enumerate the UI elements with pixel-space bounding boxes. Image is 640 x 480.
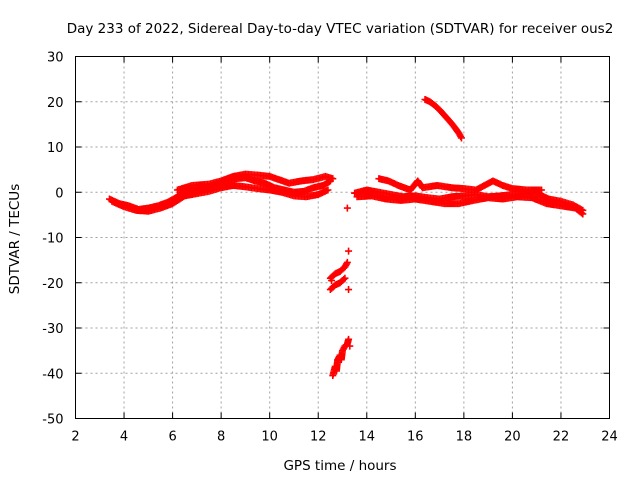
y-tick-label: 20 (47, 96, 64, 111)
y-tick-label: -30 (42, 322, 63, 337)
data-point (457, 134, 465, 142)
data-points (105, 95, 587, 380)
data-point (329, 175, 337, 183)
data-point (345, 247, 353, 255)
x-tick-label: 2 (71, 430, 79, 445)
series-drop-lower (326, 274, 349, 294)
x-axis-title: GPS time / hours (283, 458, 396, 474)
x-tick-label: 6 (168, 430, 176, 445)
x-tick-label: 24 (601, 430, 618, 445)
data-point (343, 204, 351, 212)
y-tick-label: 30 (47, 51, 64, 66)
x-tick-label: 20 (504, 430, 521, 445)
data-point (343, 258, 351, 266)
y-tick-label: 0 (55, 186, 63, 201)
series-late-band-lower (353, 192, 587, 218)
y-tick-label: -10 (42, 232, 63, 247)
x-tick-label: 12 (310, 430, 327, 445)
data-point (324, 186, 332, 194)
data-point (346, 342, 354, 350)
tick-labels: 2 4 6 8 10 12 14 16 18 20 22 24-50-40-30-20-1001020… (42, 51, 618, 445)
y-tick-label: 10 (47, 141, 64, 156)
x-tick-label: 8 (217, 430, 225, 445)
y-tick-label: -40 (42, 367, 63, 382)
grid (75, 56, 610, 419)
data-point (579, 210, 587, 218)
x-tick-label: 16 (407, 430, 424, 445)
x-tick-label: 4 (120, 430, 128, 445)
x-tick-label: 10 (261, 430, 278, 445)
series-high-arc (421, 95, 465, 142)
data-point (578, 209, 586, 217)
data-point (538, 186, 546, 194)
series-early-band-upper (173, 170, 337, 194)
data-point (345, 335, 353, 343)
series-isolated (328, 204, 354, 350)
series-early-band-lower (108, 181, 332, 215)
data-point (343, 260, 351, 268)
chart-title: Day 233 of 2022, Sidereal Day-to-day VTE… (67, 21, 614, 37)
series-deep-drop (329, 335, 353, 380)
data-point (340, 275, 348, 283)
plot-frame (75, 56, 610, 419)
data-point (328, 276, 336, 284)
x-tick-label: 22 (553, 430, 570, 445)
y-tick-label: -20 (42, 277, 63, 292)
y-tick-label: -50 (42, 413, 63, 428)
y-axis-title: SDTVAR / TECUs (7, 184, 23, 294)
x-tick-label: 14 (358, 430, 375, 445)
data-point (457, 132, 465, 140)
x-tick-label: 18 (456, 430, 473, 445)
series-late-band-upper (375, 175, 546, 194)
data-point (345, 286, 353, 294)
data-point (341, 274, 349, 282)
